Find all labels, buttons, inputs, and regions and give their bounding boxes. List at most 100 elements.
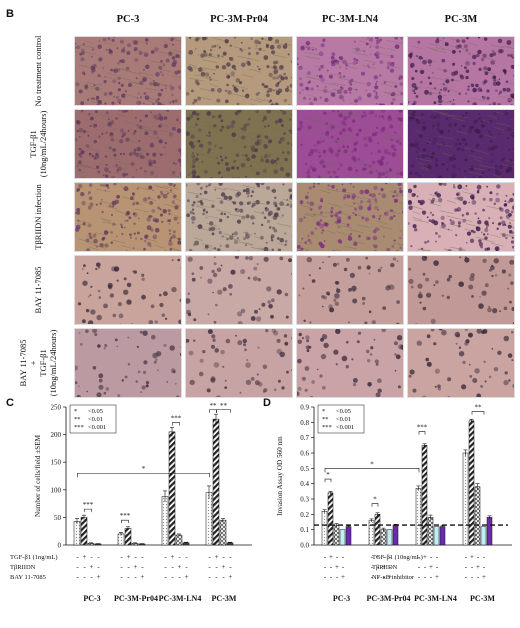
treatment-sign: -: [324, 553, 327, 561]
significance-bracket: [472, 412, 484, 415]
y-tick-label: 0.2: [300, 511, 309, 519]
bar: [322, 511, 327, 545]
category-label: PC-3: [83, 594, 100, 603]
significance-bracket: [122, 520, 129, 523]
treatment-sign: -: [222, 553, 225, 561]
bar: [206, 493, 212, 545]
y-tick-label: 0.6: [300, 450, 309, 458]
category-label: PC-3M-Pr04: [114, 594, 158, 603]
bar: [487, 517, 492, 545]
treatment-sign: +: [335, 563, 339, 571]
column-header: PC-3: [74, 14, 182, 25]
treatment-sign: -: [215, 573, 218, 581]
bar: [434, 527, 439, 545]
micrograph-image: [296, 109, 404, 179]
category-label: PC-3M-LN4: [414, 594, 457, 603]
treatment-sign: -: [436, 563, 439, 571]
treatment-sign: -: [185, 553, 188, 561]
treatment-sign: -: [141, 553, 144, 561]
treatment-sign: +: [229, 573, 233, 581]
significance-bracket: [85, 509, 92, 512]
category-label: PC-3M-LN4: [159, 594, 202, 603]
y-tick-label: 0: [58, 542, 62, 550]
treatment-sign: -: [477, 573, 480, 581]
treatment-sign: +: [134, 563, 138, 571]
bar: [369, 520, 374, 545]
treatment-sign: -: [424, 573, 427, 581]
row-label-line: +: [28, 361, 38, 366]
bar: [169, 432, 175, 545]
treatment-sign: -: [465, 573, 468, 581]
significance-label: ***: [120, 512, 131, 520]
treatment-sign: -: [90, 553, 93, 561]
row-label-line: (10ng/mL/24hours): [48, 330, 58, 397]
micrograph-image: [185, 255, 293, 325]
treatment-sign: -: [436, 553, 439, 561]
treatment-sign: +: [476, 563, 480, 571]
significance-label: ***: [417, 424, 428, 432]
treatment-sign: +: [222, 563, 226, 571]
treatment-sign: -: [120, 563, 123, 571]
category-label: PC-3: [333, 594, 350, 603]
legend-label: <0.01: [336, 416, 351, 423]
y-axis-label: Number of cells/field ±SEM: [34, 434, 42, 517]
column-header: PC-3M-Pr04: [185, 14, 293, 25]
treatment-sign: -: [342, 563, 345, 571]
bar: [416, 488, 421, 545]
treatment-sign: +: [329, 553, 333, 561]
row-label-line: No treatment control: [33, 36, 43, 107]
bar: [118, 534, 124, 545]
bar: [422, 445, 427, 545]
row-label-line: TGF-β1: [28, 130, 38, 157]
treatment-label: BAY 11-7085: [10, 574, 46, 581]
treatment-sign: +: [423, 553, 427, 561]
micrograph-image: [185, 36, 293, 106]
category-label: PC-3M: [470, 594, 495, 603]
micrograph-image: [74, 328, 182, 398]
y-tick-label: 0.8: [300, 419, 309, 427]
significance-label: *: [142, 465, 146, 473]
treatment-sign: -: [418, 563, 421, 571]
treatment-label: TGF-β1 (1ng/mL): [10, 554, 58, 561]
treatment-sign: -: [465, 553, 468, 561]
y-tick-label: 100: [51, 486, 62, 494]
treatment-sign: -: [171, 563, 174, 571]
legend-label: <0.01: [88, 416, 103, 423]
significance-bracket: [217, 410, 231, 413]
legend-label: <0.05: [336, 408, 351, 415]
treatment-label: TβRIIDN: [10, 564, 36, 571]
treatment-sign: -: [471, 573, 474, 581]
panel-b-letter: B: [6, 8, 14, 20]
bar: [220, 520, 226, 545]
micrograph-image: [74, 36, 182, 106]
treatment-sign: +: [83, 553, 87, 561]
y-tick-label: 0.1: [300, 526, 309, 534]
bar: [213, 419, 219, 545]
legend-mark: **: [322, 416, 329, 423]
significance-label: *: [326, 471, 330, 479]
treatment-sign: -: [134, 573, 137, 581]
significance-label: ***: [83, 501, 94, 509]
bar: [463, 453, 468, 545]
treatment-sign: -: [178, 553, 181, 561]
row-label: TβRIIDN infection: [8, 182, 68, 252]
significance-bracket: [210, 410, 217, 413]
y-tick-label: 0.4: [300, 480, 309, 488]
row-label: BAY 11-7085: [8, 255, 68, 325]
category-label: PC-3M: [212, 594, 237, 603]
significance-label: ***: [171, 414, 182, 422]
treatment-sign: -: [215, 563, 218, 571]
bar: [328, 493, 333, 545]
legend-label: <0.001: [336, 424, 354, 431]
treatment-sign: -: [336, 573, 339, 581]
treatment-sign: -: [483, 553, 486, 561]
y-tick-label: 0.9: [300, 404, 309, 412]
legend-mark: ***: [322, 424, 332, 431]
micrograph-image: [407, 255, 515, 325]
treatment-sign: -: [83, 563, 86, 571]
bar: [475, 487, 480, 545]
treatment-sign: +: [171, 553, 175, 561]
row-label-line: TGF-β1: [38, 349, 48, 376]
